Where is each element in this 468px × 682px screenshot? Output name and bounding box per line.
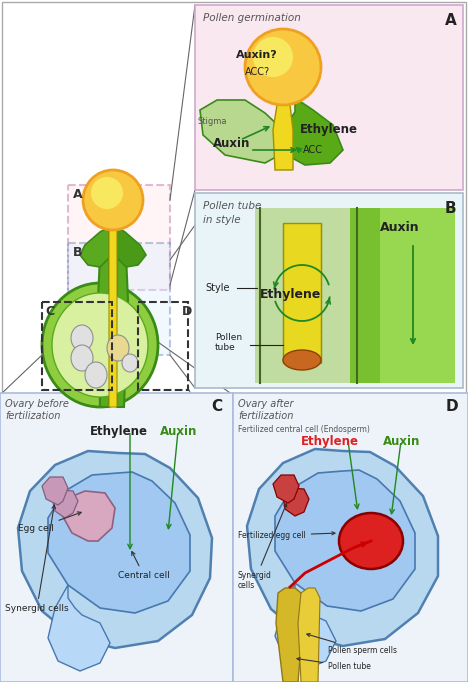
Text: Auxin: Auxin	[160, 425, 197, 438]
Ellipse shape	[85, 362, 107, 388]
Ellipse shape	[245, 29, 321, 105]
Bar	[233, 393, 468, 682]
Text: Pollen tube: Pollen tube	[297, 657, 371, 671]
Polygon shape	[275, 470, 415, 611]
Text: Synergid cells: Synergid cells	[5, 505, 69, 613]
Text: fertilization: fertilization	[5, 411, 60, 421]
Ellipse shape	[52, 293, 148, 397]
Ellipse shape	[339, 513, 403, 569]
Polygon shape	[62, 491, 115, 541]
Text: B: B	[445, 201, 457, 216]
Polygon shape	[200, 100, 283, 163]
Text: Stigma: Stigma	[198, 117, 227, 126]
Text: Auxin: Auxin	[383, 435, 420, 448]
Polygon shape	[273, 475, 299, 503]
Ellipse shape	[83, 170, 143, 230]
Text: Ethylene: Ethylene	[301, 435, 359, 448]
Text: D: D	[446, 399, 459, 414]
Polygon shape	[52, 490, 78, 518]
Bar	[138, 302, 188, 390]
Text: ACC: ACC	[303, 145, 323, 155]
Ellipse shape	[71, 345, 93, 371]
Polygon shape	[48, 472, 190, 613]
Bar	[68, 185, 170, 290]
Polygon shape	[98, 225, 109, 407]
Text: Auxin: Auxin	[213, 137, 250, 150]
Bar	[350, 208, 455, 383]
Text: Ethylene: Ethylene	[90, 425, 148, 438]
Text: A: A	[445, 13, 457, 28]
Text: D: D	[182, 305, 192, 318]
Polygon shape	[298, 588, 320, 682]
Bar	[283, 223, 321, 363]
Bar	[68, 243, 170, 355]
Text: Central cell: Central cell	[118, 552, 170, 580]
Text: Ovary before: Ovary before	[5, 399, 69, 409]
Ellipse shape	[283, 350, 321, 370]
Polygon shape	[117, 227, 146, 267]
Text: Pollen
tube: Pollen tube	[215, 333, 242, 353]
Text: Fertilized central cell (Endosperm): Fertilized central cell (Endosperm)	[238, 425, 370, 434]
Polygon shape	[117, 225, 128, 407]
Bar	[0, 393, 233, 682]
Text: C: C	[45, 305, 54, 318]
Polygon shape	[42, 477, 68, 505]
Polygon shape	[80, 227, 109, 267]
Text: Pollen tube: Pollen tube	[203, 201, 261, 211]
Text: Pollen germination: Pollen germination	[203, 13, 301, 23]
Text: Fertilized egg cell: Fertilized egg cell	[238, 531, 335, 540]
Text: in style: in style	[203, 215, 241, 225]
Bar	[42, 302, 112, 390]
Text: Auxin?: Auxin?	[236, 50, 278, 60]
Ellipse shape	[71, 325, 93, 351]
Polygon shape	[276, 588, 303, 682]
Bar	[195, 5, 463, 190]
Text: Ovary after: Ovary after	[238, 399, 293, 409]
Ellipse shape	[91, 177, 123, 209]
Polygon shape	[48, 585, 110, 671]
Polygon shape	[247, 449, 438, 646]
Text: C: C	[211, 399, 222, 414]
Text: Egg cell: Egg cell	[18, 512, 81, 533]
Text: B: B	[73, 246, 82, 259]
Text: Ethylene: Ethylene	[260, 288, 322, 301]
Polygon shape	[283, 488, 309, 516]
Text: Auxin: Auxin	[380, 221, 420, 234]
Text: A: A	[73, 188, 83, 201]
Polygon shape	[18, 451, 212, 648]
Ellipse shape	[107, 335, 129, 361]
Text: Style: Style	[205, 283, 229, 293]
Text: Ethylene: Ethylene	[300, 123, 358, 136]
Text: ACC?: ACC?	[244, 67, 270, 77]
Text: Synergid
cells: Synergid cells	[238, 504, 287, 590]
Bar	[195, 193, 463, 388]
Text: fertilization: fertilization	[238, 411, 293, 421]
Ellipse shape	[253, 37, 293, 77]
Polygon shape	[273, 105, 293, 170]
Bar	[255, 208, 455, 383]
Polygon shape	[275, 583, 336, 669]
Ellipse shape	[42, 283, 158, 407]
Bar	[380, 208, 455, 383]
Ellipse shape	[122, 354, 138, 372]
Polygon shape	[109, 210, 117, 407]
Text: Pollen sperm cells: Pollen sperm cells	[307, 634, 397, 655]
Polygon shape	[283, 98, 343, 165]
